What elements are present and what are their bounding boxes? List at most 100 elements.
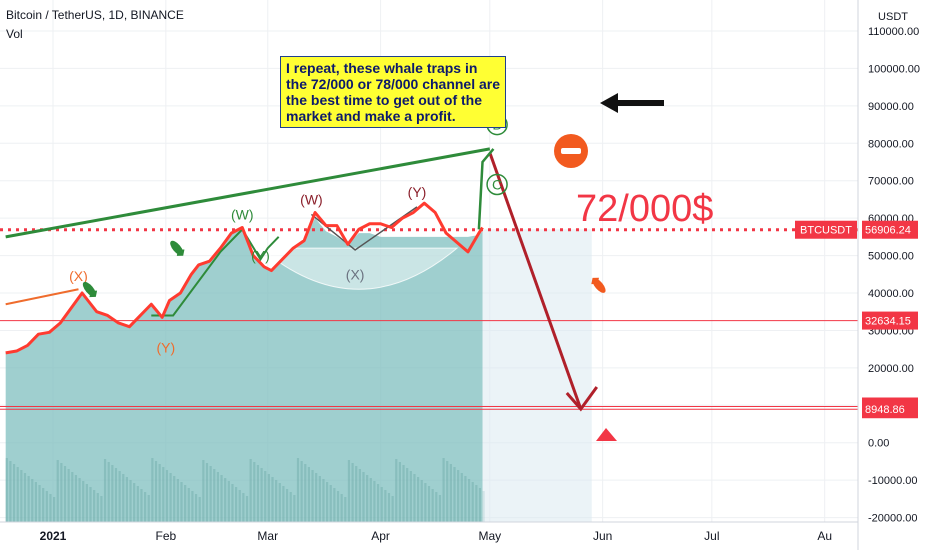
price-tag: 32634.15 (862, 311, 918, 330)
time-tick-label: Jul (704, 529, 719, 543)
volume-bar (12, 464, 16, 522)
green-trendline[interactable] (5, 147, 491, 239)
volume-bar (154, 461, 158, 522)
volume-bar (187, 488, 190, 522)
volume-bar (194, 494, 198, 522)
volume-bar (42, 488, 45, 522)
price-tag-text: 8948.86 (865, 404, 905, 416)
volume-bar (366, 475, 369, 522)
wave-label-circle (486, 173, 508, 196)
rocket-icon (170, 240, 185, 256)
volume-bar (387, 493, 391, 522)
volume-bar (282, 486, 285, 522)
volume-bar (289, 492, 292, 522)
volume-bar (9, 461, 12, 522)
volume-bar (71, 472, 74, 522)
volume-bar (27, 476, 30, 522)
volume-bar (471, 482, 474, 522)
no-entry-icon (554, 134, 588, 168)
wave-label: (X) (69, 268, 88, 284)
volume-bar (431, 489, 434, 522)
volume-bar (362, 472, 365, 522)
volume-bar (336, 491, 340, 522)
volume-area (5, 218, 592, 522)
orange-trendline[interactable] (5, 288, 79, 306)
volume-bar (205, 463, 209, 522)
wave-label: C (492, 176, 502, 192)
volume-bar (293, 495, 296, 522)
time-axis[interactable]: 2021 Feb Mar Apr May Jun Jul Au (0, 521, 858, 543)
volume-bar (275, 480, 278, 522)
wave-label: (Y) (251, 248, 270, 264)
volume-bar (147, 495, 150, 522)
volume-bar (158, 464, 161, 522)
volume-bar (475, 485, 478, 522)
volume-bar (395, 459, 398, 522)
wave-label: (X) (346, 266, 365, 282)
volume-bar (118, 471, 121, 522)
volume-bar (111, 465, 114, 522)
volume-bar (402, 465, 405, 522)
volume-bar (169, 473, 172, 522)
volume-bar (271, 477, 274, 522)
time-tick-label: 2021 (40, 529, 67, 543)
price-tag: 8948.86 (862, 400, 918, 419)
rocket-icons (82, 240, 606, 298)
price-tick-label: -20000.00 (868, 513, 918, 525)
annotation-note[interactable]: I repeat, these whale traps in the 72/00… (280, 56, 506, 128)
price-tag-text: 32634.15 (865, 316, 911, 328)
volume-bar (449, 464, 452, 522)
volume-bar (49, 494, 52, 522)
volume-bar (376, 484, 380, 522)
volume-bar (351, 463, 354, 522)
price-axis[interactable]: USDT 110000.00 100000.00 90000.00 80000.00 70… (857, 0, 920, 550)
volume-bar (435, 492, 438, 522)
volume-bar (140, 489, 143, 522)
time-tick-label: Apr (371, 529, 390, 543)
volume-bar (238, 490, 241, 522)
volume-bar (318, 476, 321, 522)
volume-bar (78, 478, 81, 522)
forecast-arrow[interactable] (488, 152, 599, 412)
price-tick-label: 0.00 (868, 438, 889, 450)
volume-bar (369, 478, 372, 522)
volume-bar (264, 471, 267, 522)
volume-bar (162, 467, 165, 522)
volume-bar (34, 482, 37, 522)
volume-bar (442, 458, 445, 522)
volume-bar (235, 487, 238, 522)
volume-bar (85, 484, 88, 522)
wave-label: (Y) (157, 339, 176, 355)
volume-bar (398, 462, 401, 522)
volume-bar (326, 482, 329, 522)
volume-bar (420, 480, 423, 522)
volume-bar (216, 472, 219, 522)
volume-bar (180, 482, 183, 522)
volume-bar (63, 466, 67, 522)
volume-bar (20, 470, 23, 522)
volume-bar (67, 469, 70, 522)
volume-bar (304, 464, 307, 522)
volume-bar (23, 473, 27, 522)
red-triangle-icon (596, 428, 617, 441)
rocket-icon (82, 281, 98, 298)
price-tag-text: 56906.24 (865, 225, 911, 237)
volume-bar (184, 485, 187, 522)
symbol-tag-bg (795, 220, 857, 239)
volume-bar (467, 479, 471, 522)
currency-label: USDT (878, 11, 908, 23)
volume-bar (315, 473, 318, 522)
volume-bar (176, 479, 179, 522)
symbol-tag-text: BTCUSDT (800, 225, 852, 237)
wave-label: (Y) (408, 184, 427, 200)
volume-bar (173, 476, 176, 522)
volume-bar (384, 490, 387, 522)
volume-bar (38, 485, 41, 522)
volume-bar (220, 475, 223, 522)
volume-bar (100, 496, 103, 522)
price-tag-bg (862, 311, 918, 330)
volume-bar (227, 481, 230, 522)
forecast-arrow-head (565, 386, 599, 412)
